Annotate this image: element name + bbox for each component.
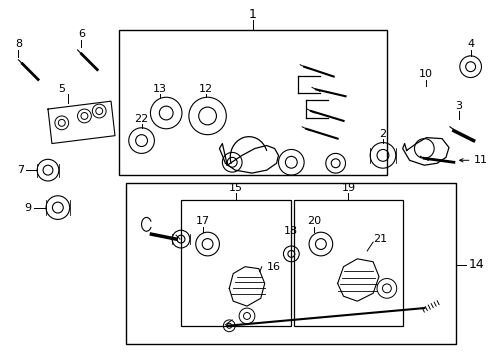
Text: 5: 5: [58, 84, 65, 94]
Text: 18: 18: [284, 226, 298, 236]
Text: 21: 21: [372, 234, 386, 244]
Text: 7: 7: [17, 165, 24, 175]
Text: 14: 14: [468, 258, 484, 271]
Text: 13: 13: [153, 84, 167, 94]
Text: 4: 4: [466, 39, 473, 49]
Bar: [181, 200, 291, 326]
Text: 16: 16: [266, 262, 280, 272]
Text: 1: 1: [248, 8, 256, 21]
Text: 6: 6: [78, 29, 85, 39]
Text: 9: 9: [25, 203, 32, 213]
Text: 15: 15: [229, 183, 243, 193]
Text: 20: 20: [306, 216, 321, 226]
Text: 3: 3: [454, 101, 461, 111]
Text: 12: 12: [198, 84, 212, 94]
Text: 19: 19: [341, 183, 355, 193]
Text: 8: 8: [15, 39, 22, 49]
Text: 10: 10: [418, 69, 432, 78]
Bar: [125, 183, 455, 343]
Text: 2: 2: [379, 129, 386, 139]
Bar: [119, 30, 386, 175]
Text: 17: 17: [195, 216, 209, 226]
Text: 11: 11: [472, 155, 487, 165]
Text: 22: 22: [134, 114, 148, 124]
Bar: [294, 200, 402, 326]
